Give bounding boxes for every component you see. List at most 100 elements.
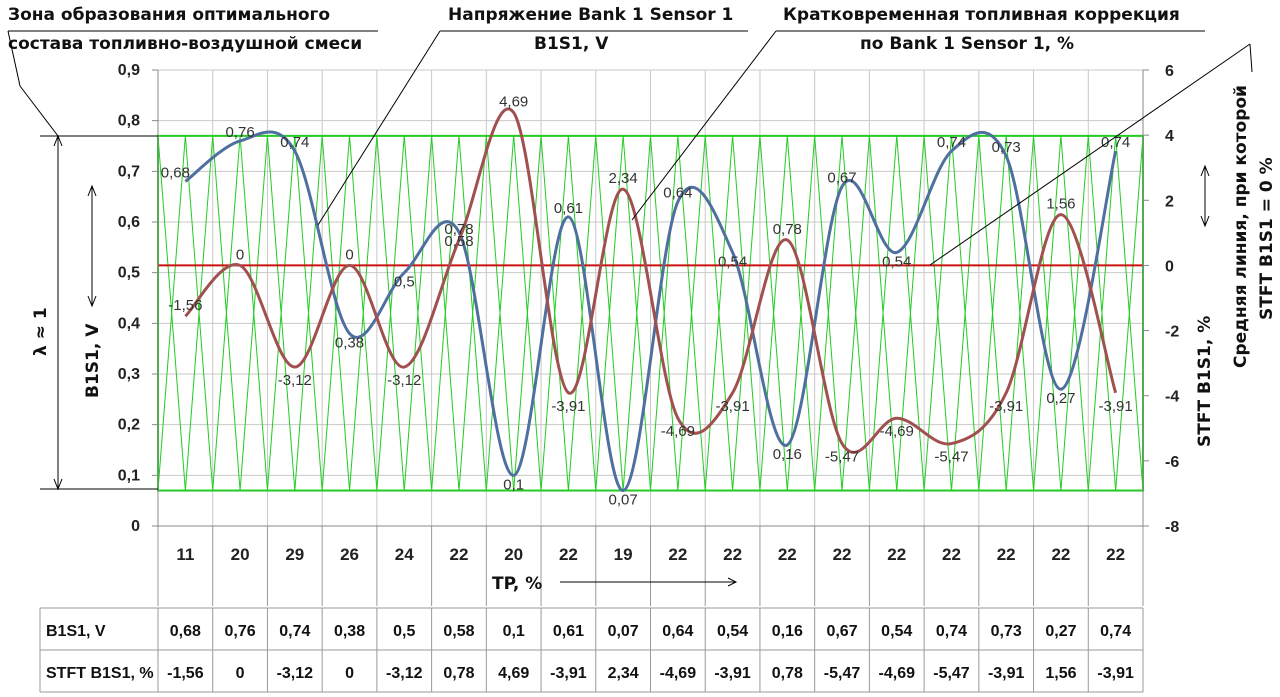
stft-data-label: 0 [236, 246, 244, 263]
y2-tick-label: -4 [1165, 389, 1179, 406]
category-labels: 11 20 29 26 24 22 20 22 19 22 22 22 22 22 22 22 22 22 [176, 545, 1125, 564]
x-axis-title: TP, % [492, 574, 542, 594]
category-tick-label: 22 [1106, 545, 1125, 564]
stft-data-label: -3,12 [278, 372, 312, 389]
y2-tick-label: 6 [1165, 63, 1174, 80]
zone-diagonal [759, 135, 788, 491]
y2-tick-label: -2 [1165, 324, 1179, 341]
data-table: B1S1, V 0,68 0,76 0,74 0,38 0,5 0,58 0,1 0,61 0,0… [39, 607, 1144, 693]
zone-diagonal [923, 135, 952, 491]
table-cell: 0,07 [608, 623, 639, 640]
zone-diagonal [841, 135, 870, 491]
table-cell: 0,74 [936, 623, 967, 640]
y2-axis-arrow-down [1200, 215, 1210, 228]
table-row-header: STFT B1S1, % [46, 665, 154, 682]
table-cell: 0 [345, 665, 354, 682]
y-axis-title: B1S1, V [83, 323, 103, 398]
annotations: Зона образования оптимального состава то… [7, 5, 1277, 594]
y-tick-label: 0,1 [118, 467, 140, 484]
zone-annotation-leader-2 [19, 85, 59, 137]
zone-diagonal [513, 135, 542, 491]
table-cell: 0,16 [772, 623, 803, 640]
midline-annotation-leader-2 [1249, 43, 1253, 73]
zone-diagonal [1115, 135, 1144, 491]
table-cell: 0,54 [717, 623, 748, 640]
b1s1-data-label: 0,74 [937, 134, 966, 151]
y-tick-label: 0,5 [118, 265, 140, 282]
table-cell: -5,47 [933, 665, 970, 682]
stft-data-label: -3,91 [1099, 398, 1133, 415]
b1s1-data-label: 0,16 [773, 446, 802, 463]
table-cell: 0,68 [170, 623, 201, 640]
table-cell: -5,47 [824, 665, 861, 682]
table-cell: -3,12 [277, 665, 314, 682]
stft-data-label: 1,56 [1046, 196, 1075, 213]
zone-diagonal [786, 135, 816, 491]
b1s1-data-label: 0,76 [225, 124, 254, 141]
stft-data-label: 2,34 [609, 170, 638, 187]
category-tick-label: 22 [887, 545, 906, 564]
zone-diagonal [567, 135, 597, 491]
zone-annotation-line2: состава топливно-воздушной смеси [8, 34, 362, 54]
zone-diagonal [239, 135, 268, 491]
y-tick-label: 0 [131, 518, 140, 535]
stft-data-label: -5,47 [825, 449, 859, 466]
category-tick-label: 22 [1051, 545, 1070, 564]
zone-diagonal [1087, 135, 1117, 491]
optimal-zone [157, 134, 1144, 492]
stft-data-label: -5,47 [934, 449, 968, 466]
stft-data-label: 0,78 [773, 221, 802, 238]
category-tick-label: 26 [340, 545, 359, 564]
category-tick-label: 20 [231, 545, 250, 564]
table-cell: 0,5 [393, 623, 415, 640]
table-cell: 0,78 [443, 665, 474, 682]
zone-diagonal [458, 135, 487, 491]
table-cell: -3,91 [550, 665, 587, 682]
table-cell: 0,27 [1045, 623, 1076, 640]
zone-diagonal [485, 135, 515, 491]
category-tick-label: 22 [997, 545, 1016, 564]
zone-diagonal [978, 135, 1007, 491]
lambda-arrow-down [53, 478, 63, 491]
y2-tick-label: -8 [1165, 519, 1179, 536]
b1s1-data-label: 0,73 [992, 139, 1021, 156]
voltage-annotation-line2: B1S1, V [534, 34, 609, 54]
table-cell: 0,76 [225, 623, 256, 640]
stft-annotation-line2: по Bank 1 Sensor 1, % [860, 34, 1074, 54]
table-cell: 0,74 [279, 623, 310, 640]
b1s1-data-label: 0,54 [718, 253, 747, 270]
zone-diagonal [1033, 135, 1062, 491]
y2-tick-label: 0 [1165, 258, 1174, 275]
zone-diagonal [349, 135, 378, 491]
stft-data-label: 0,78 [444, 221, 473, 238]
zone-diagonal [950, 135, 980, 491]
y2-tick-label: 2 [1165, 193, 1174, 210]
y-axis-arrow-up [87, 184, 97, 197]
category-tick-label: 24 [395, 545, 414, 564]
table-cell: -3,91 [714, 665, 751, 682]
x-axis-arrowhead [727, 577, 738, 587]
category-tick-label: 29 [285, 545, 304, 564]
table-cell: -3,91 [1097, 665, 1134, 682]
table-cell: 0,78 [772, 665, 803, 682]
y-tick-label: 0,2 [118, 417, 140, 434]
stft-data-label: -4,69 [661, 423, 695, 440]
zone-diagonal [321, 135, 351, 491]
b1s1-data-label: 0,64 [663, 185, 692, 202]
category-tick-label: 22 [723, 545, 742, 564]
zone-diagonal [294, 135, 323, 491]
b1s1-data-label: 0,38 [335, 334, 364, 351]
category-tick-label: 22 [668, 545, 687, 564]
data-labels: 0,68 0,76 0,74 0,38 0,5 0,58 0,1 0,61 0,07 0,64 0,… [161, 94, 1133, 509]
table-cell: 2,34 [608, 665, 639, 682]
zone-diagonal [732, 135, 761, 491]
table-cell: 4,69 [498, 665, 529, 682]
zone-annotation-line1: Зона образования оптимального [8, 5, 330, 25]
lambda-arrow-up [53, 134, 63, 147]
stft-data-label: -1,56 [168, 297, 202, 314]
zone-diagonal [540, 135, 569, 491]
b1s1-data-label: 0,58 [444, 233, 473, 250]
table-cell: -3,91 [988, 665, 1025, 682]
